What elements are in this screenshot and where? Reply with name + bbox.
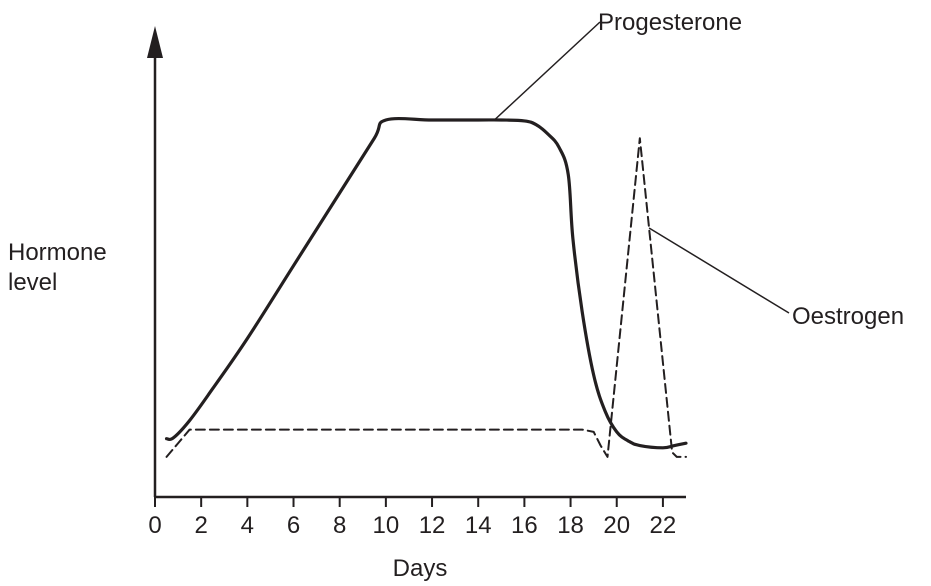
x-tick-label: 22 (650, 512, 677, 539)
y-axis-title-line-1: Hormone (8, 239, 107, 266)
progesterone-label: Progesterone (598, 9, 742, 36)
oestrogen-label: Oestrogen (792, 303, 904, 330)
x-axis-title: Days (393, 555, 448, 582)
oestrogen-leader-line (648, 227, 790, 314)
x-tick-label: 20 (603, 512, 630, 539)
annotation-layer: Progesterone Oestrogen (493, 9, 904, 330)
x-tick-label: 14 (465, 512, 492, 539)
y-axis-arrowhead (147, 26, 163, 58)
x-tick-label: 0 (148, 512, 161, 539)
x-tick-label: 16 (511, 512, 538, 539)
x-tick-label: 18 (557, 512, 584, 539)
axes (147, 26, 686, 499)
x-axis-ticks: 0 2 4 6 8 10 12 14 16 18 20 22 (148, 497, 676, 539)
progesterone-line (164, 116, 688, 450)
x-tick-label: 8 (333, 512, 346, 539)
oestrogen-line (165, 137, 687, 458)
x-tick-label: 12 (419, 512, 446, 539)
x-tick-label: 4 (241, 512, 254, 539)
x-tick-label: 6 (287, 512, 300, 539)
x-tick-label: 10 (373, 512, 400, 539)
x-tick-label: 2 (194, 512, 207, 539)
progesterone-leader-line (493, 21, 601, 121)
series-layer (164, 116, 688, 458)
y-axis-title-line-2: level (8, 269, 57, 296)
